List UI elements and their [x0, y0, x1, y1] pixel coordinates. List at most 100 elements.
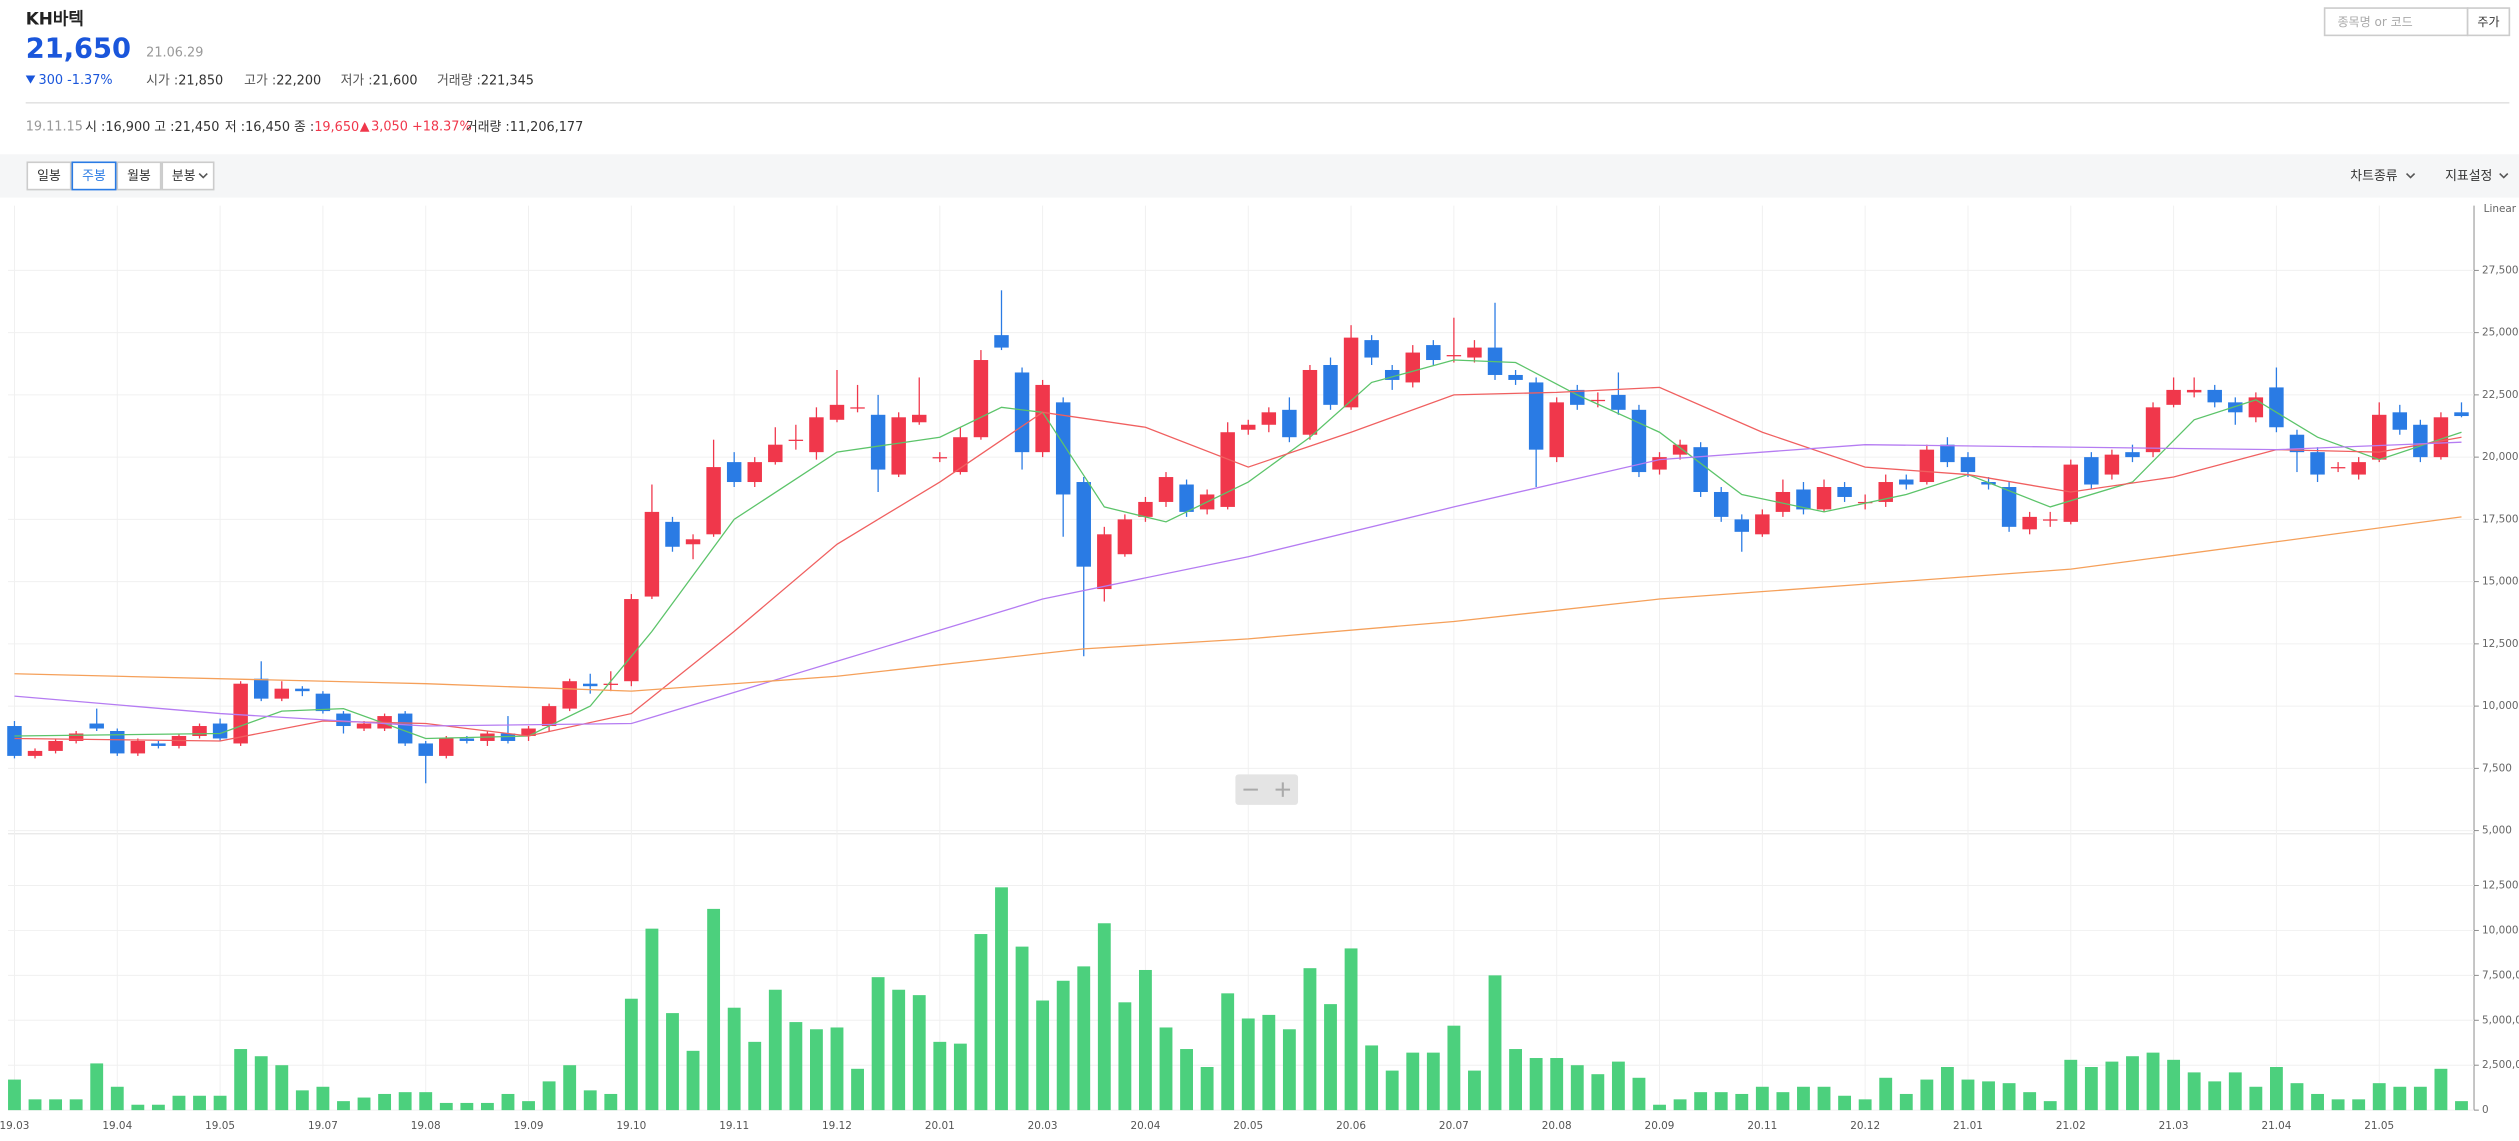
zoom-control[interactable] — [1235, 774, 1299, 805]
volume-bar — [686, 1050, 700, 1111]
candle-body — [685, 539, 701, 545]
toolbar — [0, 154, 2519, 198]
candle-body — [1179, 484, 1194, 512]
volume-bar — [254, 1056, 268, 1111]
y-tick-label: 0 — [2482, 1104, 2489, 1116]
candle-body — [583, 683, 598, 687]
down-arrow — [25, 75, 36, 84]
volume-bar — [1735, 1093, 1749, 1111]
candle-body — [1138, 501, 1153, 517]
volume-bar — [583, 1090, 597, 1111]
volume-bar — [1776, 1092, 1790, 1111]
volume-bar — [1365, 1045, 1379, 1111]
volume-bar — [1324, 1004, 1337, 1111]
chart-type-menu[interactable]: 차트종류 — [2350, 169, 2397, 184]
volume-bar — [1694, 1092, 1708, 1111]
volume-bar — [357, 1097, 371, 1111]
candle-body — [233, 683, 248, 744]
stat-label: 고가 : — [244, 73, 276, 88]
volume-bar — [172, 1095, 186, 1111]
x-tick-label: 21.05 — [2364, 1120, 2394, 1132]
candle-body — [1549, 402, 1564, 458]
indicator-menu[interactable]: 지표설정 — [2445, 169, 2492, 184]
candle-body — [994, 335, 1009, 348]
volume-bar — [1262, 1014, 1276, 1111]
volume-bar — [1817, 1086, 1831, 1111]
y-tick-label: 7,500,000 — [2482, 969, 2519, 981]
zoom-icons — [1243, 782, 1291, 797]
search-button[interactable] — [2466, 7, 2511, 37]
candle-body — [850, 407, 865, 409]
candle-body — [89, 723, 104, 729]
y-tick-label: 15,000 — [2482, 576, 2519, 588]
volume-bar — [1139, 969, 1152, 1111]
x-tick-label: 21.01 — [1953, 1120, 1983, 1132]
price-date: 21.06.29 — [146, 46, 203, 61]
chevron — [198, 172, 208, 179]
stat: 고가 :22,200 — [244, 73, 321, 88]
volume-bar — [1303, 968, 1317, 1111]
volume-bar — [522, 1101, 535, 1111]
volume-bar — [1529, 1058, 1543, 1111]
x-tick-label: 20.06 — [1336, 1120, 1366, 1132]
candle-body — [829, 404, 845, 420]
y-tick-label: 5,000 — [2482, 825, 2512, 837]
period-button[interactable] — [116, 161, 162, 191]
info-change: 3,050 +18.37% — [371, 119, 472, 134]
candle-body — [562, 681, 577, 709]
volume-bar — [2249, 1086, 2263, 1111]
volume-bar — [1180, 1049, 1193, 1111]
volume-bar — [1200, 1067, 1214, 1111]
candle-body — [1837, 487, 1852, 497]
x-tick-label: 19.11 — [719, 1120, 749, 1132]
info-close: 종 :19,650 — [294, 119, 359, 134]
stock-name: KH바텍 — [26, 8, 84, 28]
candle-body — [1282, 409, 1297, 438]
x-tick-label: 20.12 — [1850, 1120, 1880, 1132]
candle-body — [2392, 412, 2408, 430]
candle-body — [2310, 452, 2325, 475]
candle-body — [1446, 355, 1462, 357]
volume-bar — [1447, 1025, 1461, 1111]
candle-body — [2125, 452, 2140, 458]
volume-bar — [748, 1041, 762, 1111]
candle-body — [706, 467, 721, 535]
price-change: 300 -1.37% — [39, 73, 113, 88]
volume-bar — [2187, 1072, 2201, 1111]
candle-body — [603, 683, 619, 685]
volume-bar — [2064, 1059, 2078, 1111]
y-tick-label: 22,500 — [2482, 389, 2519, 401]
x-tick-label: 19.04 — [102, 1120, 132, 1132]
candle-body — [1158, 477, 1174, 502]
candle-body — [1775, 491, 1791, 512]
period-button[interactable] — [71, 161, 117, 191]
stat-value: 22,200 — [276, 73, 321, 88]
period-label: 월봉 — [127, 169, 151, 184]
volume-bar — [789, 1022, 803, 1111]
period-button[interactable] — [26, 161, 72, 191]
candle-body — [2042, 519, 2058, 521]
volume-bar — [1611, 1061, 1625, 1111]
candle-body — [2084, 457, 2099, 485]
search-box[interactable] — [2323, 7, 2469, 37]
volume-bar — [1468, 1070, 1481, 1111]
candle-body — [2330, 467, 2346, 469]
volume-bar — [1653, 1104, 1666, 1111]
volume-bar — [542, 1081, 556, 1111]
volume-bar — [2393, 1086, 2407, 1111]
average-line — [14, 359, 2462, 740]
stat-label: 저가 : — [341, 73, 373, 88]
y-tick-label: 20,000 — [2482, 451, 2519, 463]
candle-body — [315, 693, 331, 712]
stat: 거래량 :221,345 — [437, 73, 534, 88]
x-tick-label: 19.07 — [308, 1120, 338, 1132]
up-arrow — [359, 122, 370, 132]
info-high: 고 :21,450 — [154, 119, 219, 134]
volume-bar — [995, 887, 1008, 1111]
volume-bar — [1632, 1077, 1646, 1111]
candle-body — [1611, 394, 1626, 410]
candle-body — [870, 414, 886, 470]
x-tick-label: 21.03 — [2159, 1120, 2189, 1132]
candle-body — [665, 521, 680, 547]
x-tick-label: 20.08 — [1542, 1120, 1572, 1132]
